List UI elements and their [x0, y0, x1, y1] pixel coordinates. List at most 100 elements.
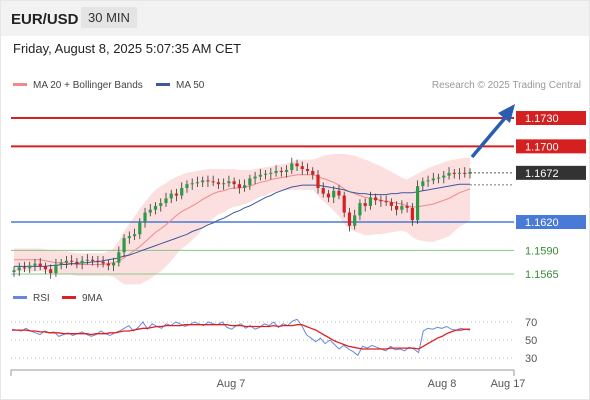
candle-body	[195, 182, 200, 184]
candle-body	[400, 205, 404, 210]
candle-body	[49, 269, 53, 274]
candle-body	[326, 193, 331, 198]
candle-body	[127, 236, 131, 239]
candle-body	[232, 181, 236, 185]
candle-body	[211, 181, 215, 183]
candle-body	[12, 270, 16, 273]
level-label-1.1730: 1.1730	[525, 113, 559, 125]
candle-body	[452, 172, 456, 174]
candle-body	[59, 262, 63, 265]
legend-rsi-ma-label: 9MA	[82, 293, 103, 304]
candle-body	[374, 197, 378, 201]
candle-body	[132, 234, 137, 237]
legend-rsi-label: RSI	[33, 293, 50, 304]
level-tag-1.1700	[516, 139, 586, 154]
bollinger-band	[14, 153, 470, 285]
candle-body	[347, 212, 352, 226]
level-label-1.1672: 1.1672	[525, 168, 559, 180]
candle-body	[379, 200, 383, 202]
candle-body	[22, 267, 27, 269]
candle-body	[75, 261, 79, 264]
candle-body	[248, 178, 252, 186]
candles	[12, 157, 472, 279]
level-label-1.1700: 1.1700	[525, 141, 559, 153]
candle-body	[410, 207, 414, 221]
candle-body	[468, 171, 472, 174]
candle-body	[316, 174, 320, 188]
candle-body	[96, 260, 100, 262]
candle-body	[206, 180, 210, 182]
candle-body	[70, 260, 74, 262]
candle-body	[143, 212, 147, 222]
timeframe-badge[interactable]: 30 MIN	[81, 7, 137, 28]
candle-body	[159, 203, 163, 206]
candle-body	[463, 172, 467, 174]
candle-body	[174, 193, 179, 196]
candle-body	[353, 215, 357, 226]
header-bar: EUR/USD 30 MIN	[0, 0, 590, 36]
candle-body	[117, 252, 121, 263]
candle-body	[190, 183, 194, 185]
candle-body	[384, 201, 388, 203]
candle-body	[300, 166, 304, 170]
candle-body	[431, 178, 435, 181]
candle-body	[122, 238, 126, 253]
candle-body	[101, 261, 105, 264]
candle-body	[321, 187, 325, 194]
candle-body	[153, 205, 158, 210]
level-tag-1.1620	[516, 215, 586, 229]
candle-body	[358, 203, 362, 216]
candle-body	[342, 195, 346, 213]
candle-body	[436, 177, 441, 179]
candle-body	[33, 263, 37, 266]
forecast-arrow-shaft	[470, 116, 507, 159]
candle-body	[106, 263, 110, 266]
legend-ma20-label: MA 20 + Bollinger Bands	[33, 80, 143, 91]
candle-body	[17, 267, 21, 271]
level-label-1.1590: 1.1590	[525, 245, 559, 257]
candle-body	[332, 190, 336, 198]
ma20-line	[14, 174, 471, 265]
candle-body	[421, 181, 425, 187]
rsi-series-rsi	[11, 318, 471, 357]
level-label-1.1565: 1.1565	[525, 269, 559, 281]
candle-body	[138, 222, 142, 235]
level-tag-1.1730	[516, 111, 586, 125]
rsi-tick-50: 50	[525, 335, 537, 347]
candle-body	[243, 185, 247, 188]
candle-body	[415, 186, 420, 221]
legend-ma50-label: MA 50	[176, 80, 205, 91]
candle-body	[111, 262, 116, 266]
candle-body	[290, 163, 294, 170]
candle-body	[54, 264, 58, 274]
candle-body	[363, 203, 367, 206]
candle-body	[164, 198, 168, 204]
candle-body	[216, 182, 221, 185]
candle-body	[442, 175, 446, 178]
candle-body	[43, 266, 48, 270]
candle-body	[405, 205, 409, 208]
legend-ma20: MA 20 + Bollinger Bands	[13, 80, 143, 92]
candle-body	[426, 180, 430, 182]
ma50-swatch	[156, 82, 170, 86]
candle-body	[337, 190, 341, 196]
level-label-1.1620: 1.1620	[525, 217, 559, 229]
candle-body	[253, 176, 257, 179]
candle-body	[311, 170, 315, 175]
candle-body	[148, 209, 152, 213]
level-tag-current	[516, 165, 586, 180]
candle-body	[447, 172, 451, 176]
candle-body	[269, 172, 273, 174]
candle-body	[185, 184, 189, 188]
rsi-ma-swatch	[62, 295, 76, 299]
pair-title: EUR/USD	[11, 11, 79, 28]
candle-body	[258, 174, 262, 177]
candle-body	[80, 260, 84, 264]
rsi-tick-30: 30	[525, 353, 537, 365]
candle-body	[295, 163, 299, 167]
legend-rsi: RSI	[13, 293, 50, 304]
x-tick-aug-17: Aug 17	[491, 378, 526, 390]
candle-body	[305, 169, 310, 171]
rsi-tick-70: 70	[525, 317, 537, 329]
